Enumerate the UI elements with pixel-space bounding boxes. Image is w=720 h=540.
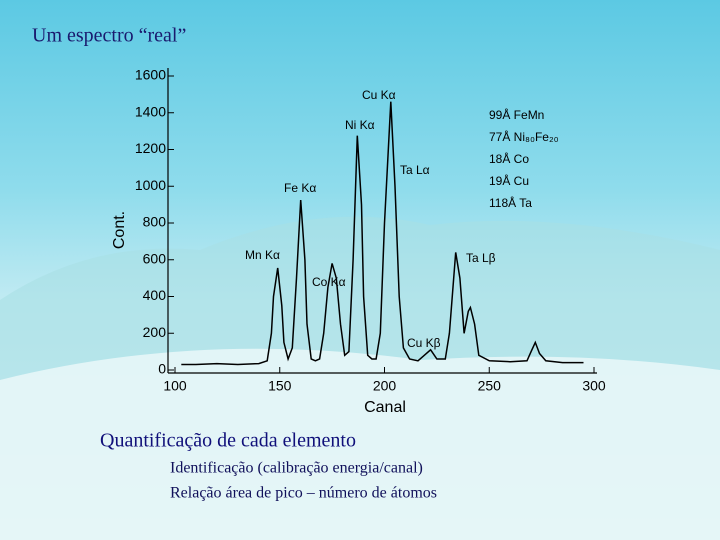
y-tick-label: 800 <box>143 214 167 230</box>
sample-label: 77Å Ni₈₀Fe₂₀ <box>489 129 559 144</box>
peak-label: Ni Kα <box>345 118 375 132</box>
snow <box>0 348 720 540</box>
x-tick-label: 150 <box>268 378 292 394</box>
slide-title: Um espectro “real” <box>32 25 186 47</box>
y-tick-label: 200 <box>143 324 167 340</box>
y-axis-label: Cont. <box>111 211 128 249</box>
sample-label: 118Å Ta <box>489 195 532 210</box>
y-tick-label: 0 <box>158 361 166 377</box>
bullet: Identificação (calibração energia/canal) <box>170 460 423 477</box>
peak-label: Ta Lα <box>400 163 430 177</box>
sample-label: 19Å Cu <box>489 173 529 188</box>
peak-label: Cu Kα <box>362 88 396 102</box>
peak-label: Co Kα <box>312 275 346 289</box>
x-tick-label: 250 <box>478 378 502 394</box>
y-tick-label: 600 <box>143 250 167 266</box>
bullet: Relação área de pico – número de átomos <box>170 485 437 502</box>
x-axis-label: Canal <box>364 399 406 416</box>
y-tick-label: 400 <box>143 287 167 303</box>
x-tick-label: 100 <box>163 378 187 394</box>
y-tick-label: 1400 <box>135 103 166 119</box>
x-tick-label: 300 <box>582 378 606 394</box>
heading: Quantificação de cada elemento <box>100 430 356 452</box>
peak-label: Mn Kα <box>245 248 280 262</box>
spectrum-line <box>181 101 584 366</box>
peak-label: Ta Lβ <box>466 251 496 265</box>
sample-label: 99Å FeMn <box>489 107 544 122</box>
x-tick-label: 200 <box>373 378 397 394</box>
y-tick-label: 1600 <box>135 67 166 83</box>
peak-label: Fe Kα <box>284 181 316 195</box>
peak-label: Cu Kβ <box>407 336 441 350</box>
y-tick-label: 1200 <box>135 140 166 156</box>
sample-label: 18Å Co <box>489 151 529 166</box>
y-tick-label: 1000 <box>135 177 166 193</box>
